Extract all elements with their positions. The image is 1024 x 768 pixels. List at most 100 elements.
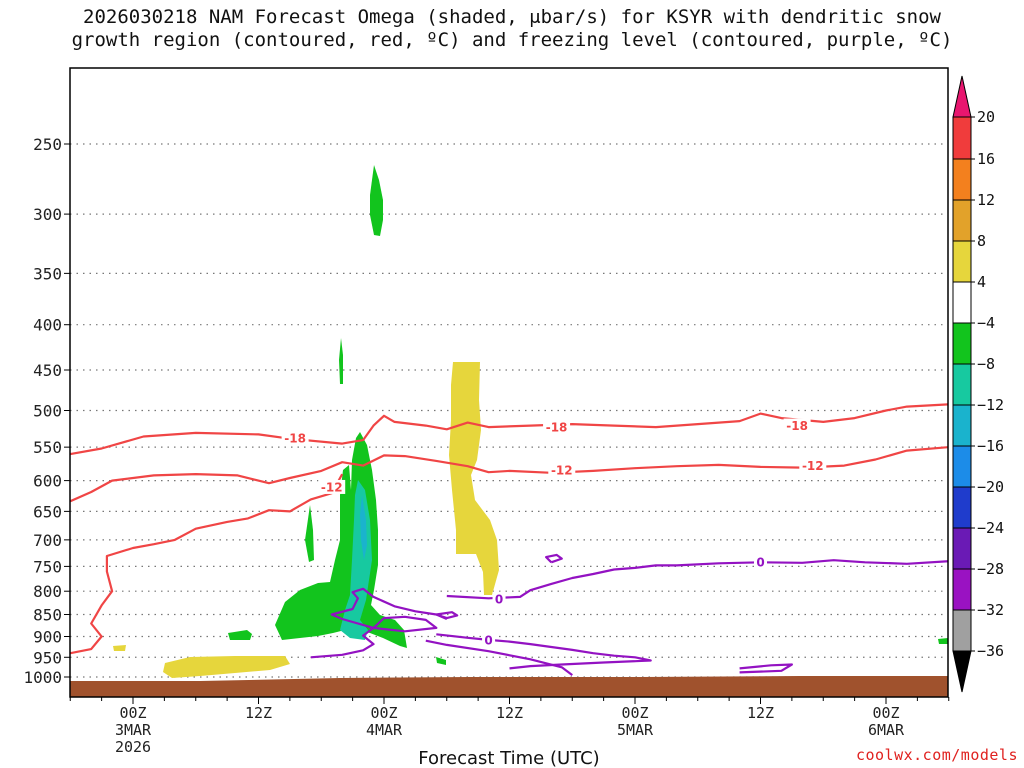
omega-shade-green-300 [370, 165, 383, 236]
x-tick-label: 12Z [747, 704, 774, 722]
colorbar-segment-6 [952, 363, 972, 406]
contour-label-bg [482, 632, 496, 647]
colorbar-label: −28 [977, 560, 1004, 578]
colorbar-label: −20 [977, 478, 1004, 496]
omega-shade-green-right [938, 638, 948, 644]
contour-label: 0 [484, 633, 492, 647]
y-tick-label-500: 500 [33, 402, 62, 421]
contour-label: 0 [756, 555, 764, 569]
colorbar-label: 8 [977, 232, 986, 250]
omega-shading [113, 165, 948, 678]
y-axis: 250 300 350 400 450 500 550 600 650 700 750 800 850 9… [23, 135, 70, 687]
y-tick-label-550: 550 [33, 438, 62, 457]
contour-label-bg [281, 430, 309, 445]
y-tick-label-350: 350 [33, 264, 62, 283]
colorbar-segment-3 [952, 240, 972, 283]
colorbar-label: −12 [977, 396, 1004, 414]
colorbar-label: −4 [977, 314, 995, 332]
x-tick-label: 00Z [621, 704, 648, 722]
x-tick-label: 00Z [370, 704, 397, 722]
x-tick-label: 4MAR [366, 721, 403, 739]
contour-label: -12 [551, 464, 573, 478]
colorbar-label: −8 [977, 355, 995, 373]
colorbar-label: 16 [977, 150, 995, 168]
colorbar-segment-8 [952, 445, 972, 488]
contour-label: -18 [284, 431, 306, 445]
contour-label: -12 [321, 480, 343, 494]
contour-label-bg [754, 554, 767, 569]
contour-label: 0 [495, 592, 503, 606]
contour-labels: -18 -18 -18 -12 -12 -12 0 0 0 [281, 418, 827, 647]
ground-terrain [70, 676, 948, 697]
colorbar-label: −24 [977, 519, 1004, 537]
y-tick-label-700: 700 [33, 531, 62, 550]
contour-line-8 [545, 553, 563, 564]
omega-shade-green-left [305, 505, 314, 562]
x-tick-label: 3MAR [115, 721, 152, 739]
y-tick-label-250: 250 [33, 135, 62, 154]
contour-label-bg [799, 458, 827, 473]
colorbar-label: −32 [977, 601, 1004, 619]
contour-label: -18 [786, 419, 808, 433]
colorbar-segment-9 [952, 486, 972, 529]
contour-line-6 [425, 639, 573, 676]
y-tick-label-800: 800 [33, 582, 62, 601]
y-tick-label-950: 950 [33, 648, 62, 667]
contour-label: -12 [802, 459, 824, 473]
x-tick-label: 00Z [119, 704, 146, 722]
y-tick-label-400: 400 [33, 316, 62, 335]
colorbar-segment-7 [952, 404, 972, 447]
contour-label: -18 [546, 421, 568, 435]
colorbar-segment-2 [952, 199, 972, 242]
contour-line-5 [436, 633, 652, 670]
colorbar: 20 16 12 8 4 −4 −8 −12 −16 −20 −24 −28 −32 −36 [952, 75, 1004, 693]
contour-label-bg [492, 591, 506, 606]
chart-title-line-2: growth region (contoured, red, ºC) and f… [71, 29, 953, 51]
contour-label-bg [548, 463, 576, 478]
colorbar-segment-1 [952, 158, 972, 201]
x-tick-label: 2026 [115, 738, 151, 756]
plot-frame [69, 67, 949, 698]
y-tick-label-300: 300 [33, 205, 62, 224]
x-tick-label: 5MAR [617, 721, 654, 739]
contour-label-bg [783, 418, 811, 433]
colorbar-label: 12 [977, 191, 995, 209]
y-tick-label-900: 900 [33, 627, 62, 646]
y-tick-label-600: 600 [33, 472, 62, 491]
colorbar-segment-4 [952, 281, 972, 324]
colorbar-segment-0 [952, 116, 972, 160]
omega-shade-cyan [360, 495, 367, 560]
x-tick-label: 6MAR [868, 721, 905, 739]
y-tick-label-450: 450 [33, 361, 62, 380]
colorbar-segment-12 [952, 609, 972, 652]
chart-title: 2026030218 NAM Forecast Omega (shaded, μ… [0, 6, 1024, 52]
y-tick-label-650: 650 [33, 502, 62, 521]
colorbar-segment-11 [952, 568, 972, 611]
omega-shade-yellow-dot [113, 645, 126, 651]
omega-shade-green-dot [436, 657, 446, 665]
x-tick-label: 12Z [496, 704, 523, 722]
y-tick-label-750: 750 [33, 557, 62, 576]
colorbar-segment-10 [952, 527, 972, 570]
contour-line-9 [435, 611, 459, 620]
colorbar-label: −16 [977, 437, 1004, 455]
contour-label-bg [543, 420, 571, 435]
contour-line-7 [739, 663, 793, 674]
contour-label-bg [318, 479, 346, 494]
contour-line-4 [310, 587, 448, 659]
x-tick-label: 12Z [245, 704, 272, 722]
colorbar-bottom-arrow [952, 650, 972, 693]
omega-shade-green-main [275, 432, 407, 648]
contour-line-1 [70, 446, 948, 503]
contour-line-2 [70, 473, 344, 655]
contour-lines [70, 403, 948, 676]
colorbar-label: −36 [977, 642, 1004, 660]
omega-shade-yellow-col [449, 362, 499, 595]
credit-text: coolwx.com/models [855, 746, 1018, 764]
y-tick-label-850: 850 [33, 606, 62, 625]
x-tick-label: 00Z [872, 704, 899, 722]
omega-shade-green-450 [339, 338, 343, 384]
y-tick-label-1000: 1000 [23, 668, 62, 687]
